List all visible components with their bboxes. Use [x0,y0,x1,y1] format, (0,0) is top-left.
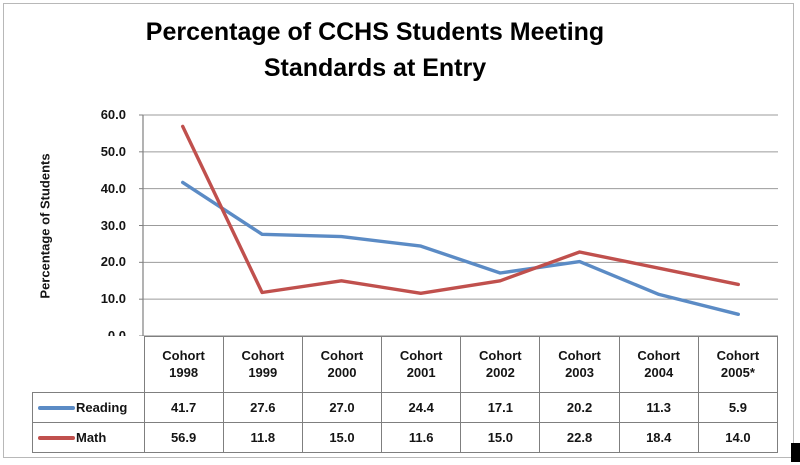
value-cell: 11.8 [222,422,303,453]
series-name: Math [76,430,107,445]
legend-line-swatch [38,435,75,440]
column-header: Cohort 1998 [143,336,224,393]
column-header: Cohort 2000 [301,336,383,393]
table-row: Reading 41.7 27.6 27.0 24.4 17.1 20.2 11.3 5.9 [32,392,779,423]
value-cell: 56.9 [143,422,224,453]
value-cell: 18.4 [618,422,699,453]
table-header-row: Cohort 1998 Cohort 1999 Cohort 2000 Cohort … [33,336,779,393]
data-table: Cohort 1998 Cohort 1999 Cohort 2000 Cohort … [32,336,779,453]
series-line-math [181,124,740,296]
column-header: Cohort 2001 [381,336,462,393]
y-axis-title: Percentage of Students [37,153,53,299]
series-name: Reading [76,400,128,415]
value-cell: 27.0 [301,392,383,423]
value-cell: 27.6 [222,392,303,423]
column-header: Cohort 2002 [460,336,541,393]
value-cell: 5.9 [697,392,779,423]
value-cell: 14.0 [697,422,779,453]
y-tick-label: 50.0 [100,143,126,159]
chart-title: Percentage of CCHS Students Meeting Stan… [145,18,605,82]
table-row: Math 56.9 11.8 15.0 11.6 15.0 22.8 18.4 14.0 [32,422,779,453]
y-tick-label: 30.0 [100,217,126,233]
legend-line-swatch [38,405,75,410]
value-cell: 11.6 [381,422,462,453]
value-cell: 22.8 [539,422,620,453]
legend-corner-cell [33,337,145,393]
value-cell: 15.0 [460,422,541,453]
value-cell: 20.2 [539,392,620,423]
y-tick-label: 60.0 [100,107,126,122]
plot-area [139,114,778,337]
column-header: Cohort 2004 [618,336,699,393]
column-header: Cohort 1999 [222,336,303,393]
legend-cell: Reading [32,392,145,423]
value-cell: 24.4 [381,392,462,423]
value-cell: 11.3 [618,392,699,423]
series-line-reading [181,180,740,317]
column-header: Cohort 2005* [697,336,779,393]
y-tick-label: 40.0 [100,180,126,196]
value-cell: 15.0 [301,422,383,453]
selection-handle-mark [791,443,800,462]
value-cell: 17.1 [460,392,541,423]
legend-cell: Math [32,422,145,453]
value-cell: 41.7 [143,392,224,423]
y-tick-label: 20.0 [100,254,126,270]
y-tick-label: 10.0 [100,291,126,307]
column-header: Cohort 2003 [539,336,620,393]
